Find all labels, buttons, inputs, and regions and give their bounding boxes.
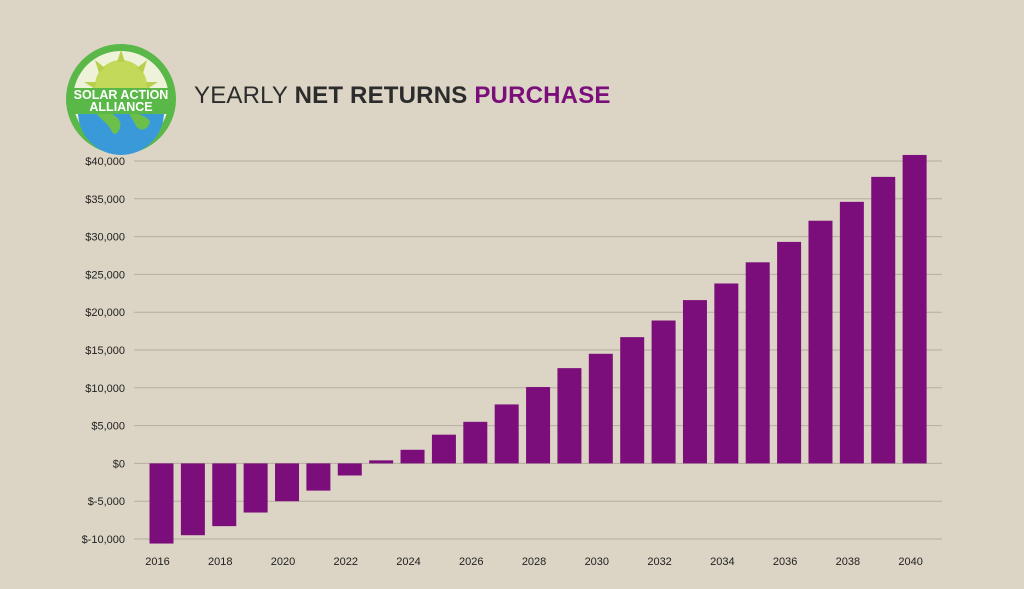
gridlines (134, 160, 942, 540)
y-tick-label: $0 (113, 458, 125, 470)
bar-2018 (212, 463, 237, 527)
bar-2030 (588, 353, 613, 464)
bar-2038 (839, 201, 864, 464)
bar-2016 (149, 463, 174, 544)
chart-title: YEARLY NET RETURNS PURCHASE (194, 82, 611, 110)
x-tick-label: 2028 (522, 556, 546, 568)
x-tick-label: 2020 (271, 556, 295, 568)
bar-2022 (337, 463, 362, 476)
y-tick-label: $35,000 (85, 194, 125, 206)
bars (149, 154, 927, 544)
x-tick-label: 2032 (647, 556, 671, 568)
x-tick-label: 2034 (710, 556, 734, 568)
x-tick-label: 2026 (459, 556, 483, 568)
y-tick-label: $-5,000 (88, 496, 125, 508)
bar-2027 (494, 404, 519, 464)
y-tick-label: $20,000 (85, 307, 125, 319)
bar-2029 (557, 368, 582, 464)
bar-2032 (651, 320, 676, 464)
bar-2037 (808, 220, 833, 464)
y-tick-label: $10,000 (85, 383, 125, 395)
logo-banner (70, 88, 172, 114)
bar-2040 (902, 154, 927, 464)
x-tick-label: 2040 (898, 556, 922, 568)
bar-2033 (682, 300, 707, 464)
x-tick-label: 2018 (208, 556, 232, 568)
bar-2021 (306, 463, 331, 491)
bar-2039 (871, 176, 896, 464)
solar-action-alliance-logo: SOLAR ACTION ALLIANCE (66, 44, 176, 155)
bar-2035 (745, 262, 770, 464)
bar-2025 (431, 434, 456, 464)
bar-2034 (714, 283, 739, 464)
y-tick-label: $5,000 (91, 421, 125, 433)
x-tick-label: 2030 (585, 556, 609, 568)
bar-2020 (275, 463, 300, 502)
x-tick-label: 2038 (836, 556, 860, 568)
y-tick-label: $25,000 (85, 269, 125, 281)
bar-2026 (463, 421, 488, 464)
bar-2024 (400, 449, 425, 464)
y-tick-label: $-10,000 (82, 534, 125, 546)
logo-text-line1: SOLAR ACTION (74, 88, 169, 102)
x-tick-label: 2024 (396, 556, 420, 568)
title-net-returns: NET RETURNS (294, 82, 475, 109)
bar-2017 (180, 463, 205, 536)
x-axis-ticks: 2016 2018 2020 2022 2024 2026 2028 2030 2032 2034… (145, 556, 923, 568)
bar-2031 (620, 337, 645, 464)
y-tick-label: $40,000 (85, 156, 125, 168)
bar-2023 (369, 460, 394, 464)
bar-2036 (777, 241, 802, 464)
logo-text-line2: ALLIANCE (89, 100, 152, 114)
title-yearly: YEARLY (194, 82, 295, 109)
y-tick-label: $30,000 (85, 232, 125, 244)
y-tick-label: $15,000 (85, 345, 125, 357)
title-purchase: PURCHASE (474, 82, 611, 109)
x-tick-label: 2016 (145, 556, 169, 568)
bar-2019 (243, 463, 268, 513)
x-tick-label: 2022 (334, 556, 358, 568)
y-axis-ticks: $40,000 $35,000 $30,000 $25,000 $20,000 $15,0… (82, 156, 125, 546)
x-tick-label: 2036 (773, 556, 797, 568)
bar-2028 (526, 387, 551, 464)
earth-icon (78, 108, 164, 155)
